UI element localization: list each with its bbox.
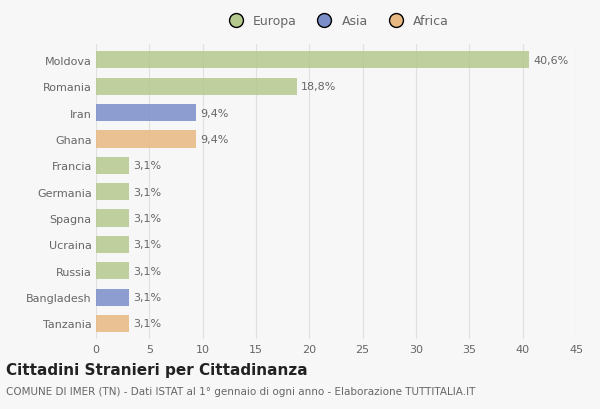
Text: 18,8%: 18,8% [301,82,336,92]
Text: 9,4%: 9,4% [200,135,229,145]
Legend: Europa, Asia, Africa: Europa, Asia, Africa [218,10,454,33]
Text: 3,1%: 3,1% [133,266,161,276]
Text: 40,6%: 40,6% [533,56,569,66]
Bar [96,52,529,69]
Text: 3,1%: 3,1% [133,240,161,250]
Bar [96,210,129,227]
Text: 3,1%: 3,1% [133,213,161,223]
Text: 3,1%: 3,1% [133,292,161,302]
Bar [96,289,129,306]
Text: 3,1%: 3,1% [133,161,161,171]
Bar [96,236,129,253]
Text: 9,4%: 9,4% [200,108,229,118]
Bar [96,315,129,332]
Bar [96,184,129,201]
Bar [96,263,129,280]
Bar [96,79,296,96]
Text: COMUNE DI IMER (TN) - Dati ISTAT al 1° gennaio di ogni anno - Elaborazione TUTTI: COMUNE DI IMER (TN) - Dati ISTAT al 1° g… [6,387,475,396]
Text: 3,1%: 3,1% [133,319,161,329]
Bar [96,131,196,148]
Text: Cittadini Stranieri per Cittadinanza: Cittadini Stranieri per Cittadinanza [6,362,308,377]
Bar [96,157,129,175]
Text: 3,1%: 3,1% [133,187,161,197]
Bar [96,105,196,122]
